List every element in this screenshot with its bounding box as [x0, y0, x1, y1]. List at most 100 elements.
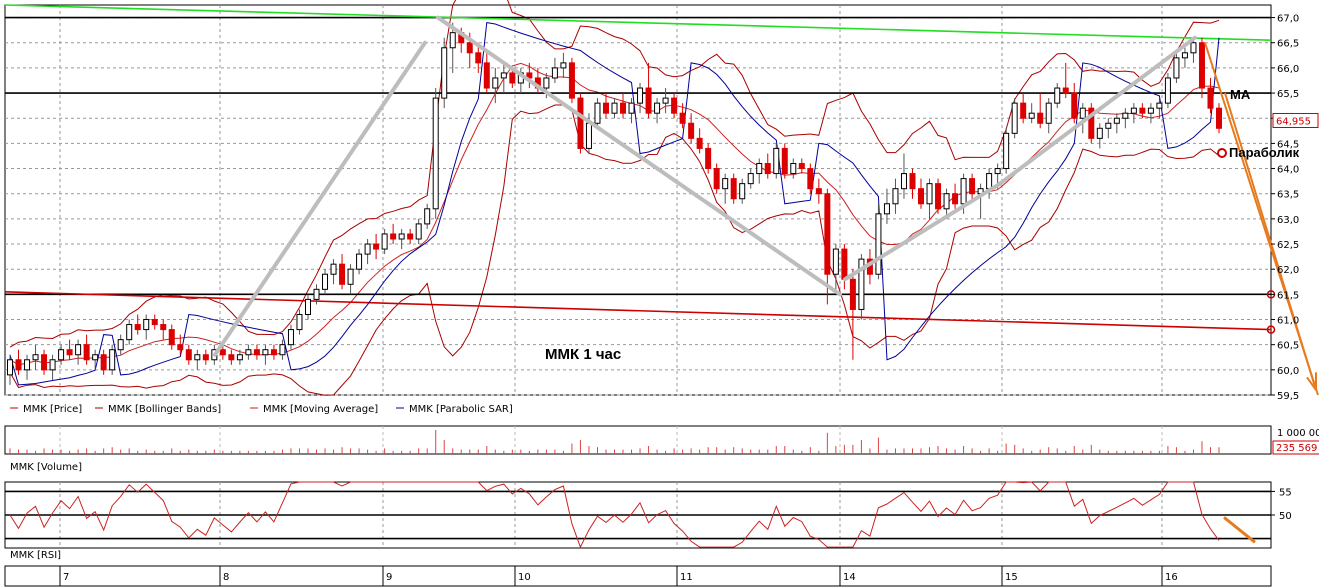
candle-body — [466, 42, 473, 54]
candle-body — [918, 188, 925, 205]
candle-body — [1130, 107, 1137, 114]
candle-body — [313, 288, 320, 300]
candle-body — [620, 102, 627, 114]
candle-body — [1147, 107, 1154, 114]
y-tick-label: 63,5 — [1277, 190, 1299, 201]
candle-body — [577, 97, 584, 149]
candle-body — [900, 173, 907, 190]
rsi-forecast-arrow — [1223, 516, 1256, 544]
y-tick-label: 65,5 — [1277, 89, 1299, 100]
candle-body — [24, 359, 31, 371]
candle-body — [628, 102, 635, 114]
ma-label: MA — [1230, 87, 1251, 102]
candle-body — [611, 102, 618, 114]
y-tick-label: 60,0 — [1277, 366, 1299, 377]
bollinger-upper — [9, 0, 1220, 348]
time-tick-label: 16 — [1165, 572, 1178, 583]
candle-body — [407, 233, 414, 240]
time-axis: 7 8 9 10 11 14 15 16 — [4, 565, 1272, 587]
candles — [7, 22, 1222, 385]
candle-body — [969, 178, 976, 195]
rsi-tick-label: 55 — [1279, 487, 1292, 498]
candle-body — [322, 273, 329, 290]
volume-panel-frame — [4, 425, 1272, 455]
candle-body — [688, 122, 695, 139]
candle-body — [798, 163, 805, 170]
trend-overlays — [213, 15, 1319, 396]
candle-body — [117, 339, 124, 351]
rsi-tick-label: 50 — [1279, 511, 1292, 522]
volume-last-box — [1272, 440, 1319, 455]
candle-body — [236, 354, 243, 361]
level-marker-icon — [1266, 325, 1276, 334]
candle-body — [151, 319, 158, 326]
legend: MMK [Price] MMK [Bollinger Bands] MMK [Mov… — [10, 404, 513, 415]
candle-body — [449, 32, 456, 49]
candle-body — [492, 77, 499, 89]
candle-body — [943, 193, 950, 210]
candle-body — [815, 188, 822, 195]
volume-panel: MMK [Volume] 1 000 00 235 569 — [9, 428, 1319, 473]
y-tick-label: 59,5 — [1277, 391, 1299, 402]
trend-line — [843, 181, 1002, 282]
candle-body — [1105, 122, 1112, 129]
forecast-arrow — [1224, 92, 1317, 391]
candle-body — [858, 258, 865, 310]
trend-line — [436, 15, 842, 297]
candle-body — [1054, 87, 1061, 104]
candle-body — [347, 268, 354, 285]
candle-body — [1020, 102, 1027, 119]
price-panel-frame — [4, 4, 1272, 396]
candle-body — [441, 47, 448, 99]
candle-body — [92, 354, 99, 361]
candle-body — [7, 359, 13, 376]
candle-body — [49, 359, 56, 371]
candle-body — [1139, 107, 1146, 114]
candle-body — [373, 243, 380, 250]
candle-body — [739, 183, 746, 200]
parabolic-sar-line — [9, 22, 1220, 386]
candle-body — [1156, 102, 1163, 109]
y-tick-label: 66,0 — [1277, 64, 1299, 75]
candle-body — [952, 193, 959, 205]
y-tick-label: 61,0 — [1277, 316, 1299, 327]
y-tick-label: 62,0 — [1277, 265, 1299, 276]
legend-label: MMK [Moving Average] — [263, 404, 378, 415]
candle-body — [304, 298, 311, 315]
volume-tick-label: 235 569 — [1276, 443, 1317, 454]
time-tick-label: 8 — [223, 572, 229, 583]
candle-body — [83, 344, 90, 361]
candle-body — [398, 233, 405, 240]
candle-body — [1011, 102, 1018, 134]
candle-body — [807, 168, 814, 190]
candle-body — [245, 349, 252, 356]
candle-body — [100, 354, 107, 371]
y-tick-label: 60,5 — [1277, 341, 1299, 352]
rsi-panel: 55 50 MMK [RSI] — [5, 481, 1292, 561]
rsi-line — [9, 481, 1220, 549]
candle-body — [364, 243, 371, 255]
candle-body — [1190, 42, 1197, 54]
candle-body — [883, 203, 890, 215]
time-tick-label: 10 — [518, 572, 531, 583]
y-tick-label: 63,0 — [1277, 215, 1299, 226]
legend-label: MMK [Parabolic SAR] — [409, 404, 513, 415]
candle-body — [637, 87, 644, 104]
candle-body — [1003, 132, 1010, 170]
last-price-label: 64,955 — [1276, 116, 1311, 127]
candle-body — [202, 354, 209, 361]
candle-body — [262, 349, 269, 356]
rsi-panel-label: MMK [RSI] — [10, 550, 61, 561]
trend-line — [998, 35, 1197, 186]
candle-body — [909, 173, 916, 190]
support-line — [4, 291, 1272, 331]
chart-title: ММК 1 час — [545, 346, 621, 363]
candle-body — [551, 67, 558, 79]
y-tick-label: 67,0 — [1277, 14, 1299, 25]
candle-body — [1207, 87, 1214, 109]
candle-body — [764, 163, 771, 175]
arrow-head-icon — [1306, 376, 1317, 391]
bollinger-lower — [9, 104, 1220, 396]
candle-body — [32, 354, 39, 361]
candle-body — [1096, 127, 1103, 139]
